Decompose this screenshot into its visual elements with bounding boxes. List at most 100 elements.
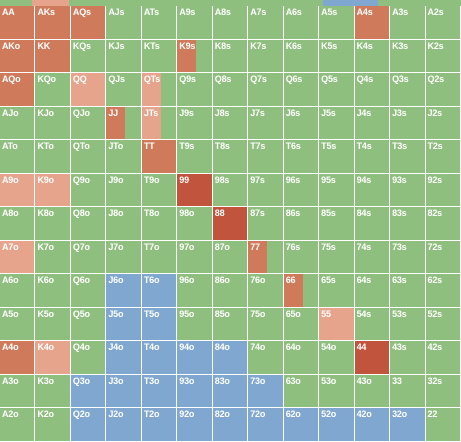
hand-cell[interactable]: 87o xyxy=(212,240,249,275)
hand-cell[interactable]: 97s xyxy=(248,173,284,208)
hand-cell[interactable]: 98o xyxy=(177,207,213,241)
hand-cell[interactable]: Q7s xyxy=(248,73,284,107)
hand-cell[interactable]: A3o xyxy=(0,374,36,409)
hand-cell[interactable]: K3s xyxy=(390,39,426,74)
hand-cell[interactable]: 53s xyxy=(390,307,426,342)
hand-cell[interactable]: 83s xyxy=(390,207,426,241)
hand-cell[interactable]: J3o xyxy=(106,374,142,409)
hand-cell[interactable]: 63s xyxy=(390,274,426,308)
hand-cell[interactable]: AKo xyxy=(0,39,36,74)
hand-cell[interactable]: 55 xyxy=(319,307,355,342)
hand-cell[interactable]: K2o xyxy=(35,408,71,442)
hand-cell[interactable]: K5o xyxy=(35,307,71,342)
hand-cell[interactable]: K8s xyxy=(212,39,249,74)
hand-cell[interactable]: T2o xyxy=(141,408,178,442)
hand-cell[interactable]: 44 xyxy=(354,341,391,375)
hand-cell[interactable]: JTo xyxy=(106,140,142,174)
hand-cell[interactable]: K9s xyxy=(177,39,213,74)
hand-cell[interactable]: J8s xyxy=(212,106,249,141)
hand-cell[interactable]: 86s xyxy=(283,207,320,241)
hand-cell[interactable]: A5s xyxy=(319,6,355,40)
hand-cell[interactable]: Q3o xyxy=(70,374,107,409)
hand-cell[interactable]: A5o xyxy=(0,307,36,342)
hand-cell[interactable]: 83o xyxy=(212,374,249,409)
hand-cell[interactable]: A3s xyxy=(390,6,426,40)
hand-cell[interactable]: 93o xyxy=(177,374,213,409)
hand-cell[interactable]: 88 xyxy=(212,207,249,241)
hand-cell[interactable]: J6s xyxy=(283,106,320,141)
hand-cell[interactable]: Q8s xyxy=(212,73,249,107)
hand-cell[interactable]: TT xyxy=(141,140,178,174)
hand-cell[interactable]: Q2s xyxy=(425,73,461,107)
hand-cell[interactable]: J4s xyxy=(354,106,391,141)
hand-cell[interactable]: AQo xyxy=(0,73,36,107)
hand-cell[interactable]: A8s xyxy=(212,6,249,40)
hand-cell[interactable]: 64o xyxy=(283,341,320,375)
hand-cell[interactable]: K9o xyxy=(35,173,71,208)
hand-cell[interactable]: 43o xyxy=(354,374,391,409)
hand-cell[interactable]: T4o xyxy=(141,341,178,375)
hand-cell[interactable]: 75s xyxy=(319,240,355,275)
hand-cell[interactable]: T3o xyxy=(141,374,178,409)
hand-cell[interactable]: 54s xyxy=(354,307,391,342)
hand-cell[interactable]: JJ xyxy=(106,106,142,141)
hand-cell[interactable]: 52o xyxy=(319,408,355,442)
hand-cell[interactable]: J9o xyxy=(106,173,142,208)
hand-cell[interactable]: A2s xyxy=(425,6,461,40)
hand-cell[interactable]: 33 xyxy=(390,374,426,409)
hand-cell[interactable]: T9s xyxy=(177,140,213,174)
hand-cell[interactable]: 73s xyxy=(390,240,426,275)
hand-cell[interactable]: Q5s xyxy=(319,73,355,107)
hand-cell[interactable]: 66 xyxy=(283,274,320,308)
hand-cell[interactable]: 94s xyxy=(354,173,391,208)
hand-cell[interactable]: 82o xyxy=(212,408,249,442)
hand-cell[interactable]: K7o xyxy=(35,240,71,275)
hand-cell[interactable]: 85o xyxy=(212,307,249,342)
hand-cell[interactable]: 65s xyxy=(319,274,355,308)
hand-cell[interactable]: A7s xyxy=(248,6,284,40)
hand-cell[interactable]: KQo xyxy=(35,73,71,107)
hand-cell[interactable]: 65o xyxy=(283,307,320,342)
hand-cell[interactable]: J5s xyxy=(319,106,355,141)
hand-cell[interactable]: 87s xyxy=(248,207,284,241)
hand-cell[interactable]: 77 xyxy=(248,240,284,275)
hand-cell[interactable]: 74s xyxy=(354,240,391,275)
hand-cell[interactable]: Q4s xyxy=(354,73,391,107)
hand-cell[interactable]: ATs xyxy=(141,6,178,40)
hand-cell[interactable]: 53o xyxy=(319,374,355,409)
hand-cell[interactable]: AJs xyxy=(106,6,142,40)
hand-cell[interactable]: J2s xyxy=(425,106,461,141)
hand-cell[interactable]: Q3s xyxy=(390,73,426,107)
hand-cell[interactable]: 84s xyxy=(354,207,391,241)
hand-cell[interactable]: 64s xyxy=(354,274,391,308)
hand-cell[interactable]: ATo xyxy=(0,140,36,174)
hand-cell[interactable]: AJo xyxy=(0,106,36,141)
hand-cell[interactable]: 93s xyxy=(390,173,426,208)
hand-cell[interactable]: 95s xyxy=(319,173,355,208)
hand-cell[interactable]: 42o xyxy=(354,408,391,442)
hand-cell[interactable]: K8o xyxy=(35,207,71,241)
hand-cell[interactable]: Q4o xyxy=(70,341,107,375)
hand-cell[interactable]: 95o xyxy=(177,307,213,342)
hand-cell[interactable]: A4o xyxy=(0,341,36,375)
hand-cell[interactable]: Q6o xyxy=(70,274,107,308)
hand-cell[interactable]: KK xyxy=(35,39,71,74)
hand-cell[interactable]: 62s xyxy=(425,274,461,308)
hand-cell[interactable]: 96o xyxy=(177,274,213,308)
hand-cell[interactable]: 32o xyxy=(390,408,426,442)
hand-cell[interactable]: 54o xyxy=(319,341,355,375)
hand-cell[interactable]: J9s xyxy=(177,106,213,141)
hand-cell[interactable]: QJs xyxy=(106,73,142,107)
hand-cell[interactable]: 22 xyxy=(425,408,461,442)
hand-cell[interactable]: T5o xyxy=(141,307,178,342)
hand-cell[interactable]: A6s xyxy=(283,6,320,40)
hand-cell[interactable]: 73o xyxy=(248,374,284,409)
hand-cell[interactable]: KJs xyxy=(106,39,142,74)
hand-cell[interactable]: K4s xyxy=(354,39,391,74)
hand-cell[interactable]: 84o xyxy=(212,341,249,375)
hand-cell[interactable]: K4o xyxy=(35,341,71,375)
hand-cell[interactable]: 92o xyxy=(177,408,213,442)
hand-cell[interactable]: 74o xyxy=(248,341,284,375)
hand-cell[interactable]: A9s xyxy=(177,6,213,40)
hand-cell[interactable]: AA xyxy=(0,6,36,40)
